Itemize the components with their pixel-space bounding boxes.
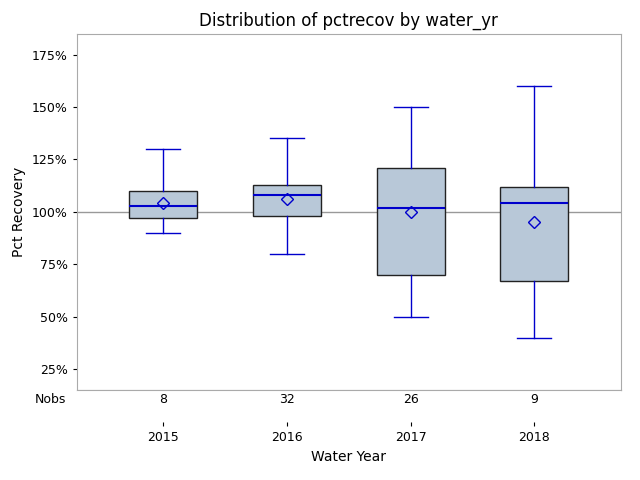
- Title: Distribution of pctrecov by water_yr: Distribution of pctrecov by water_yr: [200, 11, 498, 30]
- Text: 32: 32: [279, 393, 295, 406]
- Text: 8: 8: [159, 393, 167, 406]
- PathPatch shape: [253, 184, 321, 216]
- PathPatch shape: [376, 168, 445, 275]
- X-axis label: Water Year: Water Year: [311, 450, 387, 464]
- Text: 9: 9: [531, 393, 538, 406]
- PathPatch shape: [129, 191, 197, 218]
- Text: Nobs: Nobs: [35, 393, 66, 406]
- Text: 26: 26: [403, 393, 419, 406]
- Y-axis label: Pct Recovery: Pct Recovery: [12, 167, 26, 257]
- PathPatch shape: [500, 187, 568, 281]
